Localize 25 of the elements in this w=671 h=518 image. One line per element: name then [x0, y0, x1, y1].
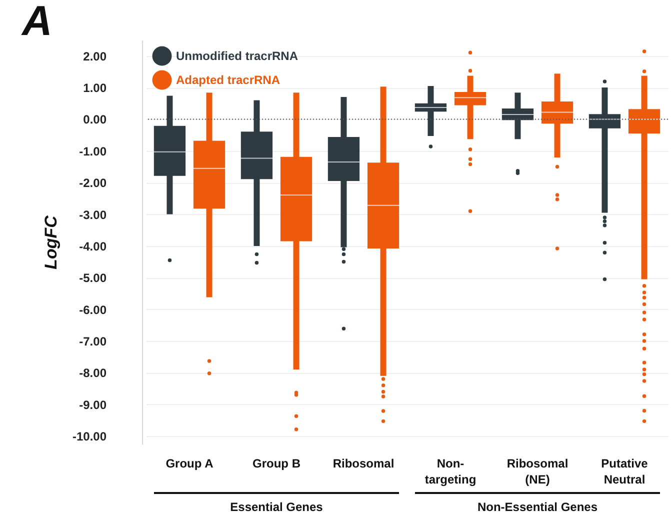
x-tick-label: Ribosomal	[332, 456, 394, 470]
y-tick-label: -3.00	[79, 208, 107, 222]
y-tick-label: -4.00	[79, 239, 107, 254]
y-tick-label: -5.00	[79, 271, 107, 286]
y-tick-label: -9.00	[79, 398, 107, 412]
x-tick-label: Putative Neutral	[601, 456, 648, 486]
y-tick-label: 0.00	[83, 112, 107, 127]
x-tick-label: Group B	[252, 456, 301, 470]
y-tick-label: 2.00	[83, 49, 107, 64]
x-tick-label: Ribosomal (NE)	[506, 456, 568, 486]
y-tick-label: -2.00	[79, 176, 107, 190]
y-tick-label: -6.00	[79, 302, 107, 317]
x-tick-label: Non-targeting	[424, 456, 476, 486]
legend-label: Adapted tracrRNA	[176, 73, 280, 87]
y-tick-label: 1.00	[83, 81, 107, 96]
y-axis-title: LogFC	[41, 214, 60, 270]
y-tick-label: -1.00	[79, 144, 107, 158]
x-tick-label: Group A	[166, 456, 214, 470]
text: Essential Genes	[154, 492, 399, 514]
legend-label: Unmodified tracrRNA	[176, 49, 298, 63]
chart-title: A	[21, 0, 52, 44]
y-tick-label: -8.00	[79, 366, 107, 380]
text: Non-Essential Genes	[415, 492, 660, 514]
y-tick-label: -7.00	[79, 334, 107, 349]
y-tick-label: -10.00	[72, 430, 107, 444]
